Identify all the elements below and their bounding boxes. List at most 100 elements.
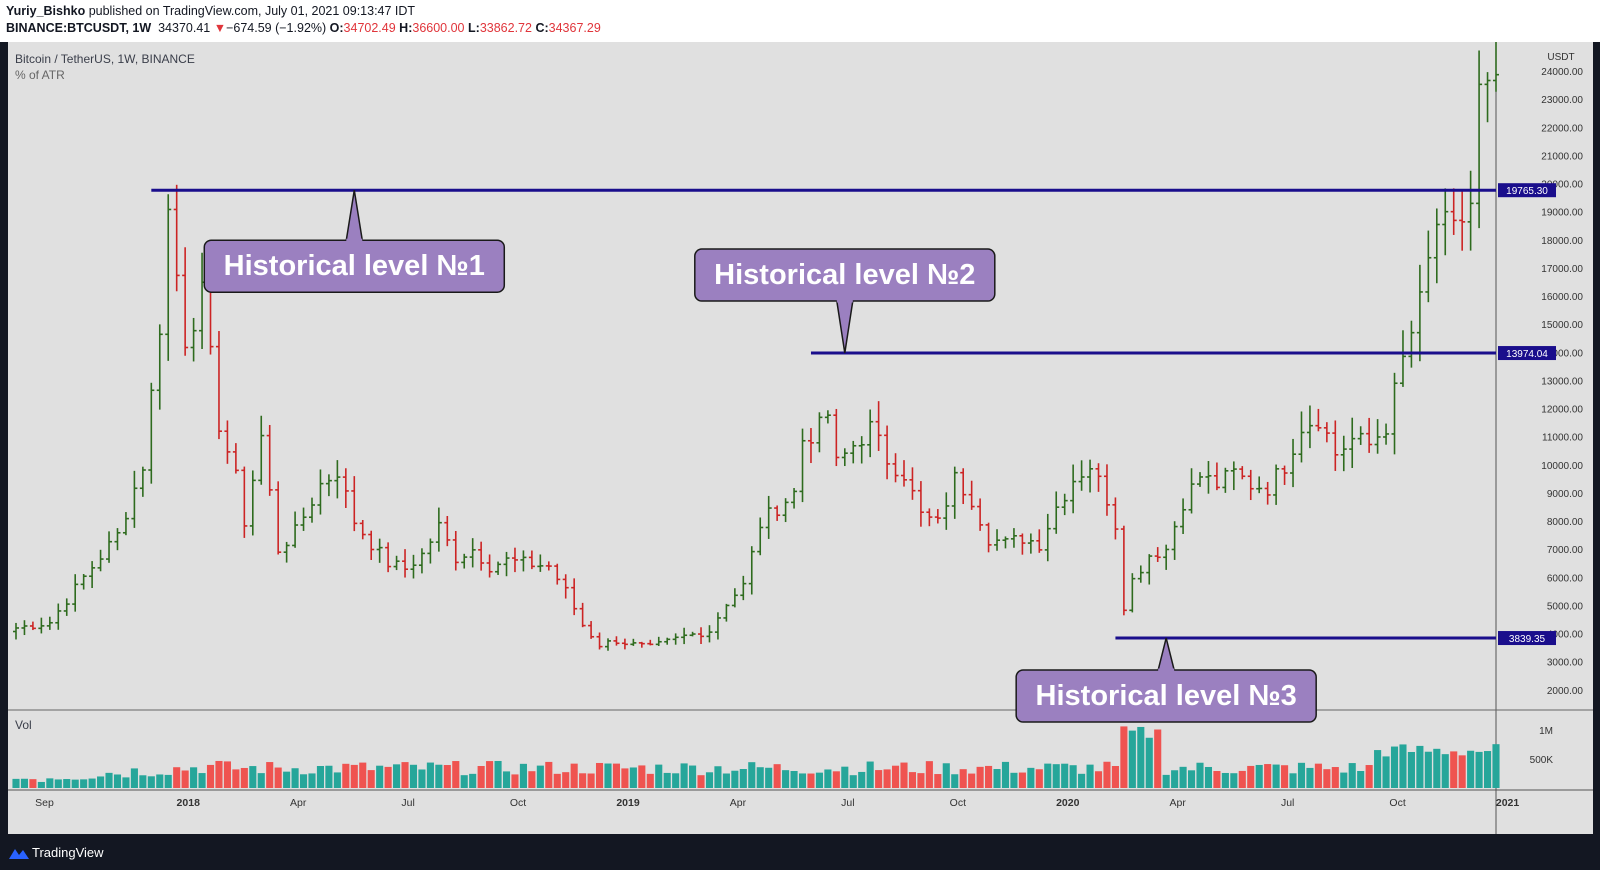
volume-bar: [1492, 744, 1500, 788]
volume-bar: [206, 764, 215, 788]
volume-bar: [1001, 761, 1010, 788]
ohlc-bar: [478, 541, 485, 571]
y-tick-label: 17000.00: [1541, 264, 1583, 275]
ohlc-bar: [757, 517, 764, 556]
ohlc-bar: [892, 453, 899, 483]
ohlc-bar: [1163, 544, 1170, 570]
ohlc-bar: [1425, 230, 1432, 303]
ohlc-bar: [427, 538, 434, 564]
ohlc-bar: [672, 633, 679, 645]
volume-bar: [198, 773, 206, 788]
volume-bar: [519, 763, 527, 788]
volume-bar: [1441, 754, 1449, 788]
indicator-label: % of ATR: [15, 68, 65, 82]
ohlc-bar: [1197, 472, 1203, 487]
volume-bar: [680, 763, 688, 788]
volume-bar: [1331, 767, 1339, 788]
volume-bar: [63, 779, 71, 788]
volume-bar: [545, 761, 553, 788]
volume-bar: [875, 770, 883, 788]
volume-bar: [739, 769, 747, 788]
volume-bar: [689, 765, 697, 788]
volume-bar: [1086, 764, 1094, 788]
ohlc-bar: [1103, 464, 1110, 516]
x-tick-label: Jul: [401, 797, 414, 809]
volume-bar: [900, 762, 908, 788]
ohlc-bar: [698, 627, 705, 645]
volume-bar: [1230, 773, 1238, 788]
volume-bar: [477, 766, 485, 788]
ohlc-bar: [1349, 417, 1356, 468]
volume-bar: [705, 772, 714, 788]
tradingview-logo-icon: [9, 849, 29, 859]
ohlc-bar: [1044, 513, 1051, 562]
volume-bar: [325, 765, 333, 788]
volume-bar: [925, 761, 933, 788]
x-tick-label: 2019: [616, 797, 640, 809]
y-tick-label: 15000.00: [1541, 320, 1583, 331]
ohlc-bar: [258, 415, 265, 485]
volume-bar: [1094, 771, 1103, 788]
ohlc-bar: [977, 498, 984, 531]
volume-bar: [1187, 770, 1196, 788]
ohlc-bar: [1484, 72, 1491, 123]
volume-bar: [697, 775, 705, 788]
y-tick-label: 20000.00: [1541, 180, 1583, 191]
ohlc-bar: [774, 505, 781, 521]
volume-bar: [824, 769, 832, 788]
ohlc-bar: [495, 561, 502, 575]
level-price-badge: [1498, 183, 1556, 198]
volume-bar: [130, 768, 138, 788]
ohlc-bar: [588, 621, 595, 639]
y-tick-label: 19000.00: [1541, 208, 1583, 219]
ohlc-bar: [461, 553, 468, 569]
level-price-badge: [1498, 631, 1556, 646]
ohlc-bar: [266, 424, 273, 496]
publication-header: Yuriy_Bishko published on TradingView.co…: [0, 0, 1600, 42]
ohlc-bar: [1112, 497, 1119, 540]
volume-bar: [672, 773, 680, 788]
ohlc-bar: [1222, 467, 1229, 493]
ohlc-bar: [292, 511, 299, 548]
x-tick-label: Oct: [950, 797, 966, 809]
volume-bar: [1061, 763, 1069, 788]
volume-bar: [164, 774, 172, 788]
volume-bar: [917, 773, 925, 788]
volume-bar: [663, 772, 671, 788]
ohlc-bar: [139, 466, 146, 497]
ohlc-bar: [1408, 320, 1415, 368]
ohlc-bar: [858, 436, 865, 464]
ohlc-bar: [1053, 491, 1060, 534]
volume-bar: [1374, 750, 1382, 788]
volume-bar: [1348, 763, 1356, 788]
ohlc-bar: [867, 409, 874, 458]
volume-bar: [308, 773, 316, 788]
volume-bar: [782, 770, 790, 788]
volume-bar: [1365, 765, 1373, 788]
x-tick-label: Jul: [1281, 797, 1294, 809]
volume-bar: [257, 773, 265, 788]
volume-bar: [1281, 765, 1289, 788]
ohlc-bar: [452, 531, 459, 571]
volume-bar: [291, 768, 299, 788]
ohlc-bar: [300, 507, 307, 531]
ohlc-bar: [241, 466, 248, 538]
x-tick-label: Apr: [730, 797, 747, 809]
volume-bar: [401, 762, 409, 788]
volume-bar: [181, 770, 189, 788]
volume-bar: [1390, 746, 1399, 788]
ohlc-bar: [841, 448, 848, 467]
volume-bar: [469, 773, 477, 788]
volume-bar: [866, 761, 874, 788]
chart-area[interactable]: 2000.00 3000.00 4000.00 5000.00 6000.00 7000.…: [8, 42, 1593, 834]
price-chart-svg[interactable]: 2000.00 3000.00 4000.00 5000.00 6000.00 7000.…: [8, 42, 1593, 834]
volume-bar: [283, 771, 291, 788]
volume-bar: [20, 778, 29, 788]
ohlc-bar: [1230, 461, 1237, 491]
ohlc-bar: [926, 508, 933, 527]
volume-bar: [1424, 751, 1432, 788]
ohlc-bar: [833, 408, 840, 467]
author-name[interactable]: Yuriy_Bishko: [6, 4, 86, 18]
volume-bar: [1171, 770, 1179, 788]
volume-bar: [1483, 751, 1492, 788]
